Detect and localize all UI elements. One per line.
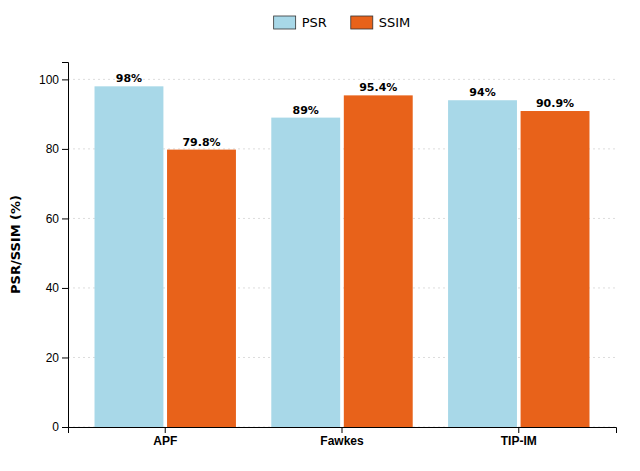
legend: PSR SSIM [274, 15, 411, 30]
data-label: 90.9% [536, 97, 574, 110]
legend-item: SSIM [351, 15, 411, 30]
tick-mark [62, 427, 68, 428]
bar [521, 111, 590, 427]
data-label: 94% [469, 86, 495, 99]
legend-item: PSR [274, 15, 327, 30]
tick: 20 [46, 351, 68, 365]
tick-label: 40 [46, 281, 60, 295]
bar [448, 100, 517, 427]
bars [95, 86, 590, 427]
tick-mark [518, 427, 519, 433]
tick: 0 [52, 420, 68, 434]
y-axis: 0 20 40 60 80 100 [39, 63, 69, 435]
chart: 98% 89% 94% 79.8% 95.4% 90.9% 0 20 40 60 80 100 APF F… [0, 0, 640, 471]
data-label: 98% [116, 72, 142, 85]
data-label: 79.8% [182, 136, 220, 149]
tick-mark [62, 288, 68, 289]
x-axis: APF Fawkes TIP-IM [69, 427, 617, 448]
data-label: 95.4% [359, 81, 397, 94]
tick-label: 0 [52, 420, 59, 434]
tick-label: Fawkes [320, 434, 364, 448]
grid [68, 79, 616, 427]
tick: 60 [46, 212, 68, 226]
legend-label: SSIM [379, 15, 411, 30]
bar [271, 118, 340, 427]
axis-line [62, 63, 69, 428]
legend-swatch [351, 16, 373, 29]
tick: APF [153, 427, 177, 448]
tick-mark [62, 149, 68, 150]
tick: 40 [46, 281, 68, 295]
tick-mark [62, 357, 68, 358]
data-label: 89% [293, 104, 319, 117]
tick-label: 20 [46, 351, 60, 365]
tick: 100 [39, 73, 68, 87]
tick-label: 80 [46, 142, 60, 156]
tick-mark [62, 79, 68, 80]
bar [344, 95, 413, 427]
bar [95, 86, 164, 427]
bar [167, 150, 236, 427]
legend-label: PSR [302, 15, 327, 30]
tick-mark [62, 218, 68, 219]
data-labels: 98% 89% 94% 79.8% 95.4% 90.9% [116, 72, 574, 148]
tick-label: APF [153, 434, 177, 448]
y-axis-title: PSR/SSIM (%) [8, 195, 23, 294]
tick-label: TIP-IM [501, 434, 537, 448]
tick: Fawkes [320, 427, 364, 448]
tick-mark [165, 427, 166, 433]
grid-line [68, 79, 616, 80]
legend-swatch [274, 16, 296, 29]
tick-label: 100 [39, 73, 59, 87]
tick: 80 [46, 142, 68, 156]
tick-label: 60 [46, 212, 60, 226]
tick: TIP-IM [501, 427, 537, 448]
axis-line [69, 428, 617, 434]
plot: 98% 89% 94% 79.8% 95.4% 90.9% 0 20 40 60 80 100 APF F… [39, 63, 617, 448]
tick-mark [342, 427, 343, 433]
